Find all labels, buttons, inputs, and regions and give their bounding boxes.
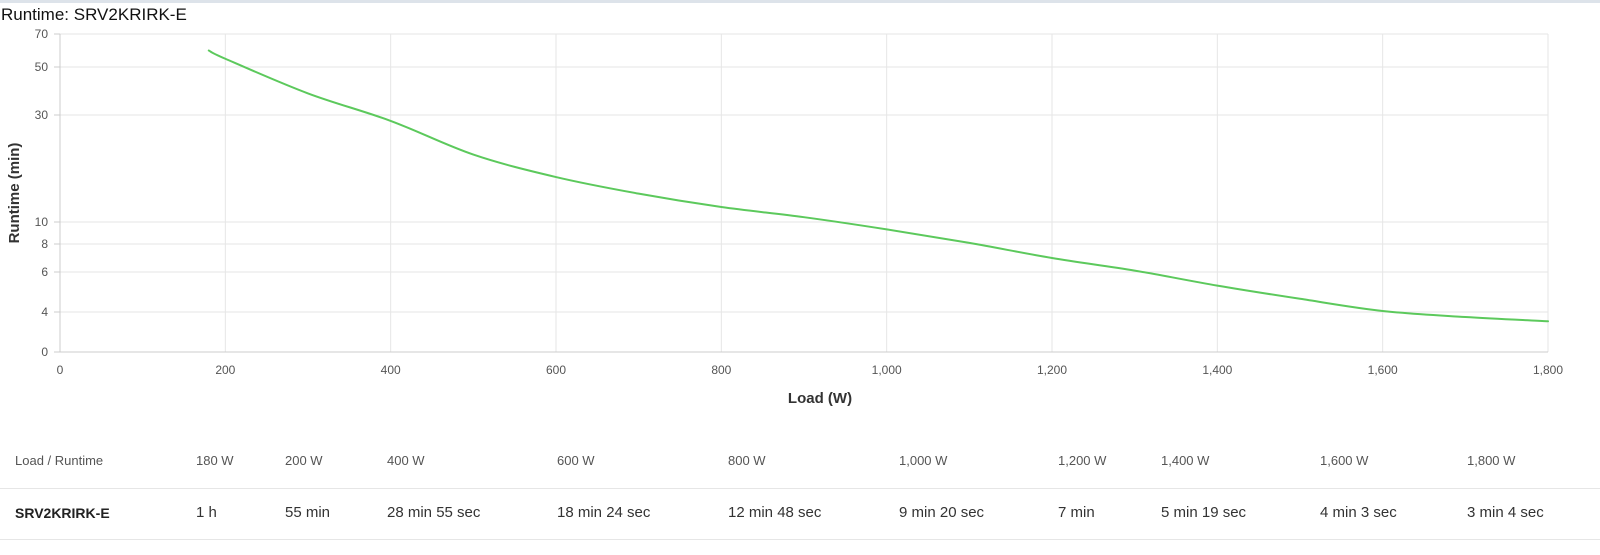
x-tick-label: 1,600 [1368, 363, 1398, 377]
table-row-model: SRV2KRIRK-E [15, 505, 110, 521]
table-header-cell: 800 W [728, 453, 766, 468]
y-tick-label: 70 [35, 27, 49, 41]
table-cell: 12 min 48 sec [728, 504, 822, 521]
chart-series [207, 49, 1549, 323]
table-header-cell: 180 W [196, 453, 234, 468]
x-tick-label: 1,200 [1037, 363, 1067, 377]
chart-grid [60, 33, 1549, 352]
y-tick-label: 8 [41, 237, 48, 251]
chart-title: Runtime: SRV2KRIRK-E [1, 5, 187, 24]
y-axis-label: Runtime (min) [6, 143, 23, 244]
table-header-cell: 600 W [557, 453, 595, 468]
table-header-cell: 1,000 W [899, 453, 948, 468]
x-axis-label: Load (W) [788, 390, 852, 407]
table-cell: 9 min 20 sec [899, 504, 985, 521]
x-tick-label: 600 [546, 363, 566, 377]
table-cell: 1 h [196, 504, 217, 521]
table-cell: 3 min 4 sec [1467, 504, 1544, 521]
chart-axes: 0 200 400 600 800 1,000 1,200 1,400 1,600 1,800 0 4… [35, 27, 1564, 377]
x-tick-label: 400 [381, 363, 401, 377]
y-tick-label: 30 [35, 108, 49, 122]
x-tick-label: 800 [711, 363, 731, 377]
x-tick-label: 0 [57, 363, 64, 377]
table-header-label: Load / Runtime [15, 453, 104, 468]
runtime-series-line [207, 49, 1549, 323]
table-cell: 28 min 55 sec [387, 504, 481, 521]
table-header-cell: 1,600 W [1320, 453, 1369, 468]
x-tick-label: 1,000 [872, 363, 902, 377]
y-tick-label: 4 [41, 305, 48, 319]
table-header-row: Load / Runtime 180 W 200 W 400 W 600 W 8… [0, 438, 1600, 489]
table-header-cell: 400 W [387, 453, 425, 468]
runtime-table: Load / Runtime 180 W 200 W 400 W 600 W 8… [0, 438, 1600, 555]
table-cell: 7 min [1058, 504, 1095, 521]
y-tick-label: 0 [41, 345, 48, 359]
table-cell: 5 min 19 sec [1161, 504, 1247, 521]
y-tick-label: 50 [35, 60, 49, 74]
top-divider [0, 0, 1600, 3]
x-tick-label: 1,800 [1533, 363, 1563, 377]
y-tick-label: 10 [35, 215, 49, 229]
x-tick-label: 1,400 [1202, 363, 1232, 377]
table-header-cell: 1,400 W [1161, 453, 1210, 468]
table-cell: 18 min 24 sec [557, 504, 651, 521]
table-header-cell: 1,200 W [1058, 453, 1107, 468]
runtime-chart: 0 200 400 600 800 1,000 1,200 1,400 1,600 1,800 0 4… [6, 27, 1564, 407]
table-header-cell: 1,800 W [1467, 453, 1516, 468]
table-header-cell: 200 W [285, 453, 323, 468]
table-cell: 55 min [285, 504, 331, 521]
y-tick-label: 6 [41, 265, 48, 279]
x-tick-label: 200 [215, 363, 235, 377]
table-row: SRV2KRIRK-E 1 h 55 min 28 min 55 sec 18 … [0, 489, 1600, 540]
table-cell: 4 min 3 sec [1320, 504, 1397, 521]
